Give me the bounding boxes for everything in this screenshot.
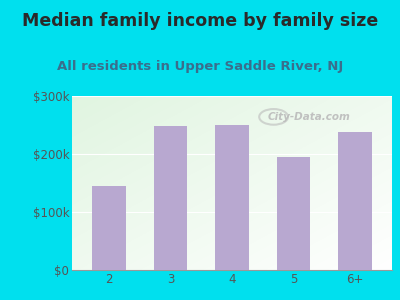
Bar [215, 125, 249, 270]
Bar [154, 126, 187, 270]
Bar [338, 132, 372, 270]
Text: All residents in Upper Saddle River, NJ: All residents in Upper Saddle River, NJ [57, 60, 343, 73]
Text: Median family income by family size: Median family income by family size [22, 12, 378, 30]
Text: City-Data.com: City-Data.com [268, 112, 350, 122]
Bar [92, 186, 126, 270]
Bar [277, 157, 310, 270]
